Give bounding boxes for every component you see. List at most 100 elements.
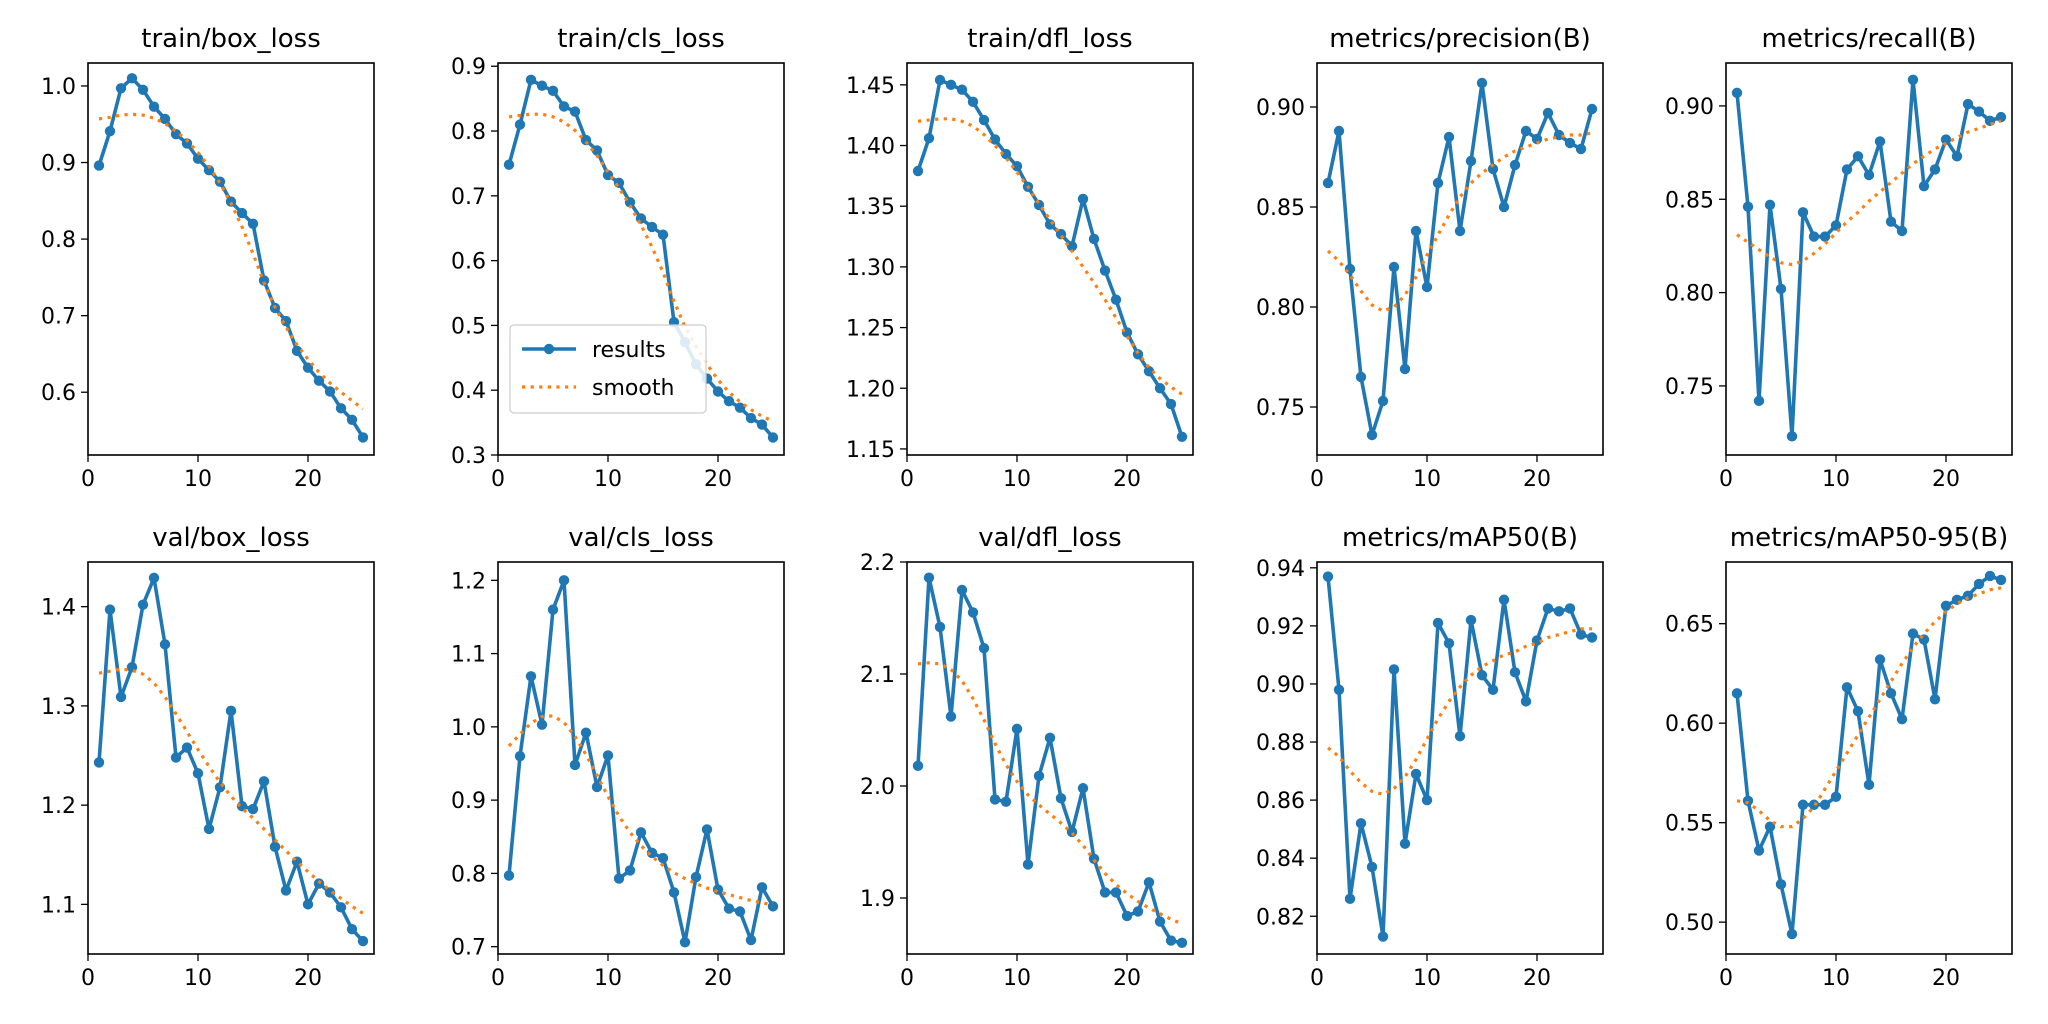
results-point bbox=[547, 604, 559, 615]
results-point bbox=[1366, 861, 1378, 873]
results-point bbox=[503, 870, 515, 881]
results-point bbox=[1929, 694, 1941, 705]
results-point bbox=[1121, 910, 1133, 922]
results-point bbox=[225, 705, 237, 717]
x-tick-label: 20 bbox=[1113, 966, 1141, 991]
results-point bbox=[159, 113, 171, 125]
results-series-line bbox=[97, 576, 365, 943]
x-tick-label: 10 bbox=[184, 467, 212, 492]
results-series-line bbox=[97, 76, 365, 439]
results-point bbox=[525, 671, 537, 682]
results-point bbox=[137, 599, 149, 610]
results-point bbox=[613, 177, 625, 189]
results-point bbox=[115, 691, 127, 703]
results-point bbox=[1808, 231, 1820, 242]
y-tick-label: 0.88 bbox=[1256, 731, 1305, 756]
results-point bbox=[1355, 818, 1367, 829]
results-point bbox=[1022, 859, 1034, 870]
results-point bbox=[1775, 283, 1787, 295]
y-tick-label: 0.8 bbox=[41, 228, 76, 253]
results-point bbox=[1852, 151, 1864, 162]
plot-area bbox=[503, 74, 779, 443]
results-point bbox=[1044, 219, 1056, 230]
plot-area bbox=[912, 572, 1188, 948]
results-point bbox=[1110, 887, 1122, 898]
y-tick-label: 1.20 bbox=[846, 377, 895, 402]
y-tick-label: 0.8 bbox=[451, 862, 486, 887]
results-point bbox=[313, 375, 325, 386]
results-point bbox=[1176, 431, 1188, 442]
chart-panel: train/cls_loss 0.3 0.4 0.5 0.6 0.7 0.8 0.9 0 10 20… bbox=[451, 24, 785, 492]
results-point bbox=[1322, 571, 1334, 582]
results-point bbox=[247, 218, 259, 229]
x-tick-label: 0 bbox=[1719, 966, 1733, 991]
y-tick-label: 1.15 bbox=[846, 438, 895, 463]
results-point bbox=[1819, 231, 1831, 242]
results-point bbox=[580, 134, 592, 146]
x-tick-label: 0 bbox=[491, 966, 505, 991]
x-tick-label: 0 bbox=[81, 467, 95, 492]
results-point bbox=[1388, 664, 1400, 675]
results-point bbox=[1421, 794, 1433, 806]
results-point bbox=[357, 935, 369, 947]
plot-area bbox=[1731, 74, 2007, 442]
x-tick-label: 20 bbox=[294, 467, 322, 492]
results-point bbox=[1896, 225, 1908, 237]
results-point bbox=[1531, 133, 1543, 145]
results-point bbox=[137, 84, 149, 95]
results-point bbox=[1487, 163, 1499, 175]
results-point bbox=[1786, 928, 1798, 940]
results-point bbox=[503, 159, 515, 170]
y-tick-label: 1.9 bbox=[860, 887, 895, 912]
y-tick-label: 0.7 bbox=[451, 936, 486, 961]
results-point bbox=[745, 412, 757, 424]
results-point bbox=[514, 750, 526, 762]
results-point bbox=[1476, 670, 1488, 681]
results-point bbox=[1542, 603, 1554, 614]
results-point bbox=[1366, 429, 1378, 441]
results-point bbox=[1410, 768, 1422, 780]
results-point bbox=[1520, 696, 1532, 707]
y-tick-label: 0.94 bbox=[1256, 557, 1305, 582]
y-tick-label: 2.1 bbox=[860, 663, 895, 688]
plot-area bbox=[1322, 77, 1598, 441]
chart-panel: val/dfl_loss 1.9 2.0 2.1 2.2 0 10 20 bbox=[860, 523, 1194, 991]
results-point bbox=[1542, 107, 1554, 119]
y-tick-label: 0.50 bbox=[1665, 911, 1714, 936]
chart-title: metrics/mAP50-95(B) bbox=[1730, 523, 2009, 553]
results-point bbox=[1586, 103, 1598, 115]
results-point bbox=[324, 386, 336, 397]
y-tick-label: 0.60 bbox=[1665, 712, 1714, 737]
x-tick-label: 10 bbox=[1413, 966, 1441, 991]
results-point bbox=[1852, 706, 1864, 717]
x-tick-label: 0 bbox=[81, 966, 95, 991]
results-point bbox=[1731, 688, 1743, 699]
results-point bbox=[1099, 887, 1111, 898]
results-point bbox=[1143, 877, 1155, 888]
results-point bbox=[1399, 838, 1411, 849]
y-tick-label: 0.90 bbox=[1256, 96, 1305, 121]
results-point bbox=[967, 607, 979, 618]
results-point bbox=[1011, 160, 1023, 172]
results-point bbox=[181, 138, 193, 149]
x-tick-label: 20 bbox=[1523, 966, 1551, 991]
results-point bbox=[1841, 164, 1853, 175]
results-point bbox=[1476, 77, 1488, 89]
results-point bbox=[1940, 600, 1952, 611]
y-tick-label: 0.6 bbox=[451, 250, 486, 275]
results-point bbox=[1344, 893, 1356, 905]
results-point bbox=[1951, 151, 1963, 162]
results-point bbox=[1863, 169, 1875, 181]
results-point bbox=[236, 207, 248, 219]
results-point bbox=[945, 79, 957, 91]
chart-title: metrics/recall(B) bbox=[1762, 24, 1977, 54]
results-point bbox=[1377, 395, 1389, 407]
results-point bbox=[115, 83, 127, 94]
y-tick-label: 2.2 bbox=[860, 551, 895, 576]
results-point bbox=[767, 901, 779, 912]
results-point bbox=[569, 759, 581, 771]
y-tick-label: 1.1 bbox=[451, 643, 486, 668]
results-point bbox=[1973, 578, 1985, 590]
results-point bbox=[558, 101, 570, 112]
